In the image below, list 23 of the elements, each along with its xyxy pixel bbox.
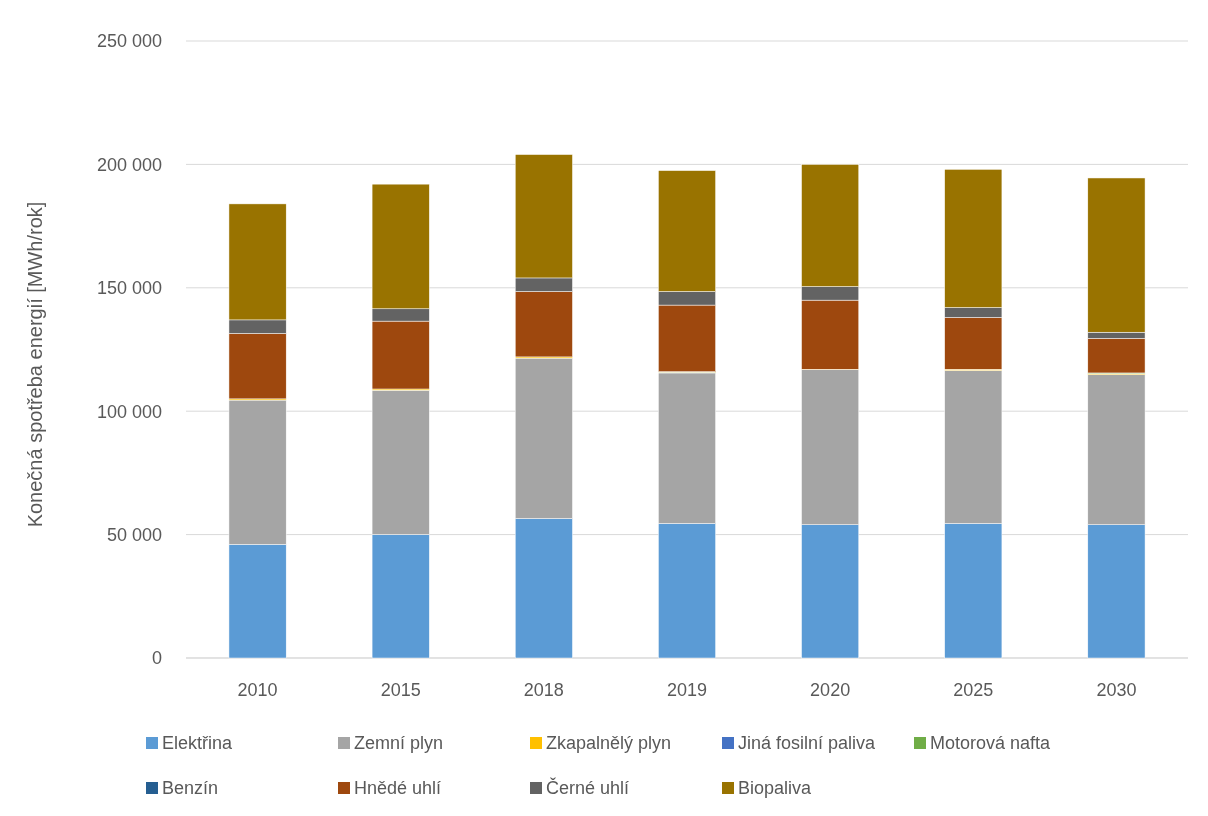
y-tick-label: 50 000 bbox=[106, 524, 162, 545]
x-tick-label: 2010 bbox=[237, 680, 278, 701]
x-tick-label: 2019 bbox=[666, 680, 708, 701]
legend-label: Černé uhlí bbox=[546, 777, 630, 799]
x-tick-label: 2030 bbox=[1096, 680, 1137, 701]
legend-label: Motorová nafta bbox=[930, 733, 1052, 754]
legend-label: Jiná fosilní paliva bbox=[738, 733, 877, 754]
legend-label: Biopaliva bbox=[738, 778, 813, 799]
x-tick-label: 2015 bbox=[380, 680, 421, 701]
legend-label: Elektřina bbox=[162, 733, 234, 754]
y-tick-label: 250 000 bbox=[96, 31, 162, 52]
x-tick-label: 2018 bbox=[523, 680, 564, 701]
y-tick-label: 100 000 bbox=[96, 401, 162, 422]
x-tick-label: 2020 bbox=[810, 680, 851, 701]
legend-label: Benzín bbox=[162, 778, 219, 799]
y-tick-label: 150 000 bbox=[96, 278, 162, 299]
y-tick-label: 200 000 bbox=[96, 154, 162, 175]
legend-label: Hnědé uhlí bbox=[354, 778, 442, 799]
y-tick-label: 0 bbox=[151, 648, 162, 669]
y-axis-title: Konečná spotřeba energií [MWh/rok] bbox=[24, 201, 46, 528]
x-tick-label: 2025 bbox=[953, 680, 994, 701]
legend-label: Zemní plyn bbox=[354, 733, 444, 754]
legend-label: Zkapalnělý plyn bbox=[546, 733, 672, 754]
